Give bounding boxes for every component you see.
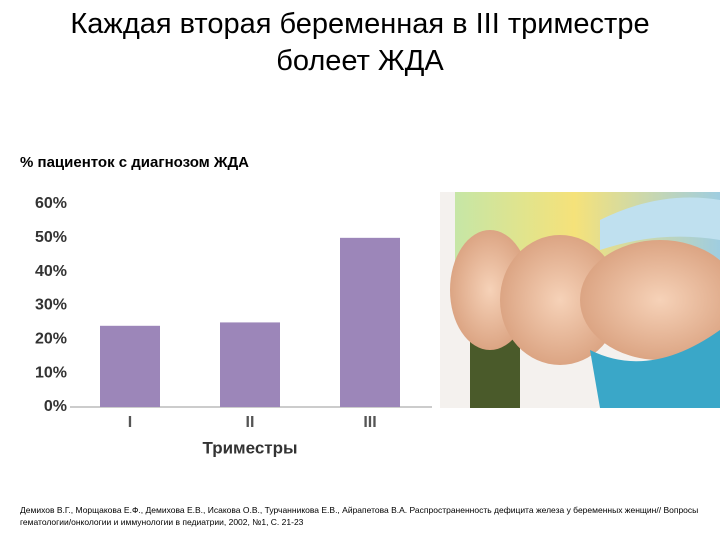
chart-subtitle: % пациенток с диагнозом ЖДА bbox=[20, 154, 249, 171]
y-tick-label: 0% bbox=[44, 398, 67, 415]
source-note: Демихов В.Г., Морщакова Е.Ф., Демихова Е… bbox=[20, 505, 699, 527]
x-axis-label: Триместры bbox=[202, 438, 297, 457]
chart-title: Каждая вторая беременная в III триместре… bbox=[70, 8, 650, 77]
bar bbox=[220, 322, 280, 407]
y-tick-label: 40% bbox=[35, 263, 67, 280]
y-tick-label: 10% bbox=[35, 364, 67, 381]
x-tick-label: I bbox=[128, 414, 132, 431]
y-tick-label: 50% bbox=[35, 229, 67, 246]
x-tick-label: II bbox=[246, 414, 255, 431]
y-tick-label: 30% bbox=[35, 297, 67, 314]
y-tick-label: 60% bbox=[35, 195, 67, 212]
bar bbox=[340, 237, 400, 407]
x-tick-label: III bbox=[363, 414, 376, 431]
y-tick-label: 20% bbox=[35, 331, 67, 348]
photo bbox=[440, 192, 720, 408]
bar bbox=[100, 325, 160, 407]
